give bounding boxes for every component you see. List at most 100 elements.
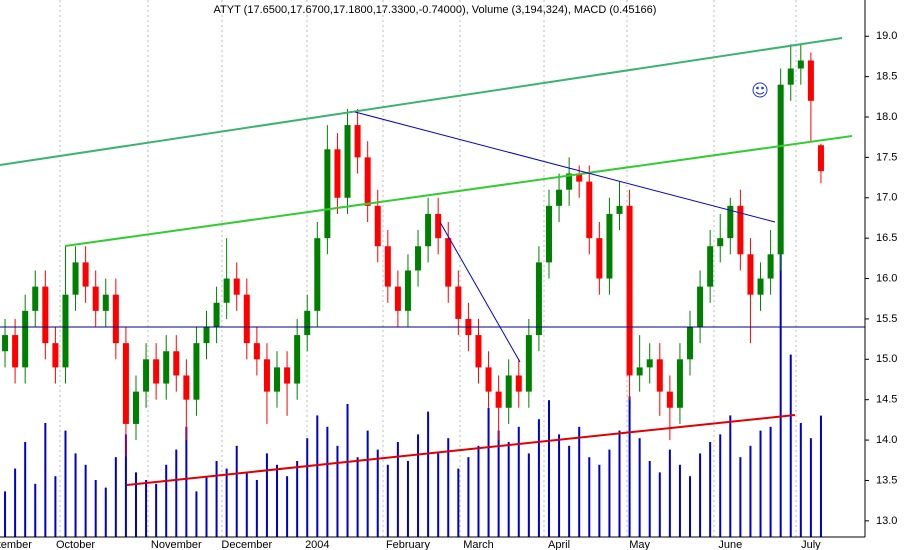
volume-bar xyxy=(326,426,329,537)
candle-body xyxy=(535,262,542,336)
volume-bar xyxy=(789,354,792,537)
candle-body xyxy=(455,286,462,319)
volume-bar xyxy=(739,457,742,537)
volume-bar xyxy=(507,442,510,537)
volume-bar xyxy=(296,461,299,537)
y-tick-label: 17.5 xyxy=(876,151,897,163)
volume-bar xyxy=(336,445,339,537)
x-tick-label: March xyxy=(463,539,494,550)
candle-body xyxy=(364,157,371,206)
candle-body xyxy=(707,246,714,287)
candle-body xyxy=(384,246,391,287)
volume-bar xyxy=(215,461,218,537)
volume-bar xyxy=(255,480,258,537)
volume-bar xyxy=(668,449,671,537)
candle-body xyxy=(243,294,250,344)
candle-body xyxy=(787,68,794,85)
volume-bar xyxy=(366,430,369,537)
volume-bar xyxy=(678,464,681,537)
candle-body xyxy=(233,278,240,295)
volume-bar xyxy=(658,472,661,537)
candle-body xyxy=(52,343,59,368)
volume-bar xyxy=(769,426,772,537)
candle-body xyxy=(676,359,683,408)
candle-body xyxy=(475,335,482,368)
candle-body xyxy=(747,254,754,295)
candle-body xyxy=(112,294,119,344)
candle-body xyxy=(22,310,29,368)
volume-bar xyxy=(527,453,530,537)
candle-body xyxy=(697,286,704,327)
volume-bar xyxy=(235,445,238,537)
candle-body xyxy=(525,335,532,392)
smiley xyxy=(752,82,768,98)
down-trend xyxy=(439,221,521,363)
volume-bar xyxy=(44,423,47,537)
volume-bar xyxy=(306,438,309,537)
volume-bar xyxy=(497,430,500,537)
candle-body xyxy=(576,173,583,182)
candle-body xyxy=(294,335,301,384)
volume-bar xyxy=(608,449,611,537)
candle-body xyxy=(193,343,200,400)
candle-body xyxy=(797,60,804,69)
x-tick-label: September xyxy=(0,539,32,550)
candle-body xyxy=(354,125,361,158)
volume-bar xyxy=(145,480,148,537)
candle-body xyxy=(314,238,321,311)
candle-body xyxy=(435,213,442,239)
candle-body xyxy=(556,189,563,206)
x-tick-label: July xyxy=(801,539,821,550)
volume-bar xyxy=(729,415,732,537)
candle-body xyxy=(566,173,573,190)
volume-bar xyxy=(406,461,409,537)
volume-bar xyxy=(376,449,379,537)
volume-bar xyxy=(316,415,319,537)
volume-bar xyxy=(134,472,137,537)
volume-bar xyxy=(195,491,198,537)
x-tick-label: February xyxy=(386,539,431,550)
candle-body xyxy=(767,254,774,279)
candle-body xyxy=(82,262,89,287)
volume-bar xyxy=(74,453,77,537)
candle-body xyxy=(445,238,452,287)
volume-bar xyxy=(558,434,561,537)
candle-body xyxy=(42,286,49,344)
candle-body xyxy=(737,205,744,255)
candle-body xyxy=(515,375,522,392)
volume-bar xyxy=(547,400,550,537)
candle-body xyxy=(807,60,814,101)
candle-body xyxy=(304,310,311,336)
volume-bar xyxy=(447,438,450,537)
volume-bar xyxy=(568,445,571,537)
x-tick-label: June xyxy=(718,539,742,550)
volume-bar xyxy=(205,476,208,537)
volume-bar xyxy=(517,426,520,537)
x-tick-label: May xyxy=(629,539,650,550)
volume-bar xyxy=(749,445,752,537)
volume-bar xyxy=(487,407,490,537)
candle-body xyxy=(616,205,623,214)
y-tick-label: 14.5 xyxy=(876,394,897,406)
volume-bar xyxy=(427,411,430,537)
candle-body xyxy=(425,213,432,247)
candle-body xyxy=(687,327,694,360)
volume-bar xyxy=(396,442,399,537)
candle-body xyxy=(545,205,552,263)
y-tick-label: 17.0 xyxy=(876,192,897,204)
candle-body xyxy=(163,351,170,384)
y-tick-label: 15.5 xyxy=(876,313,897,325)
x-tick-label: October xyxy=(56,539,95,550)
volume-bar xyxy=(94,480,97,537)
candle-body xyxy=(213,302,220,327)
candle-body xyxy=(143,359,150,392)
volume-bar xyxy=(64,430,67,537)
volume-bar xyxy=(84,464,87,537)
candle-body xyxy=(656,359,663,392)
candle-body xyxy=(374,205,381,247)
candle-body xyxy=(777,84,784,255)
candle-body xyxy=(173,351,180,376)
lower-channel xyxy=(126,414,796,486)
candle-body xyxy=(404,270,411,311)
